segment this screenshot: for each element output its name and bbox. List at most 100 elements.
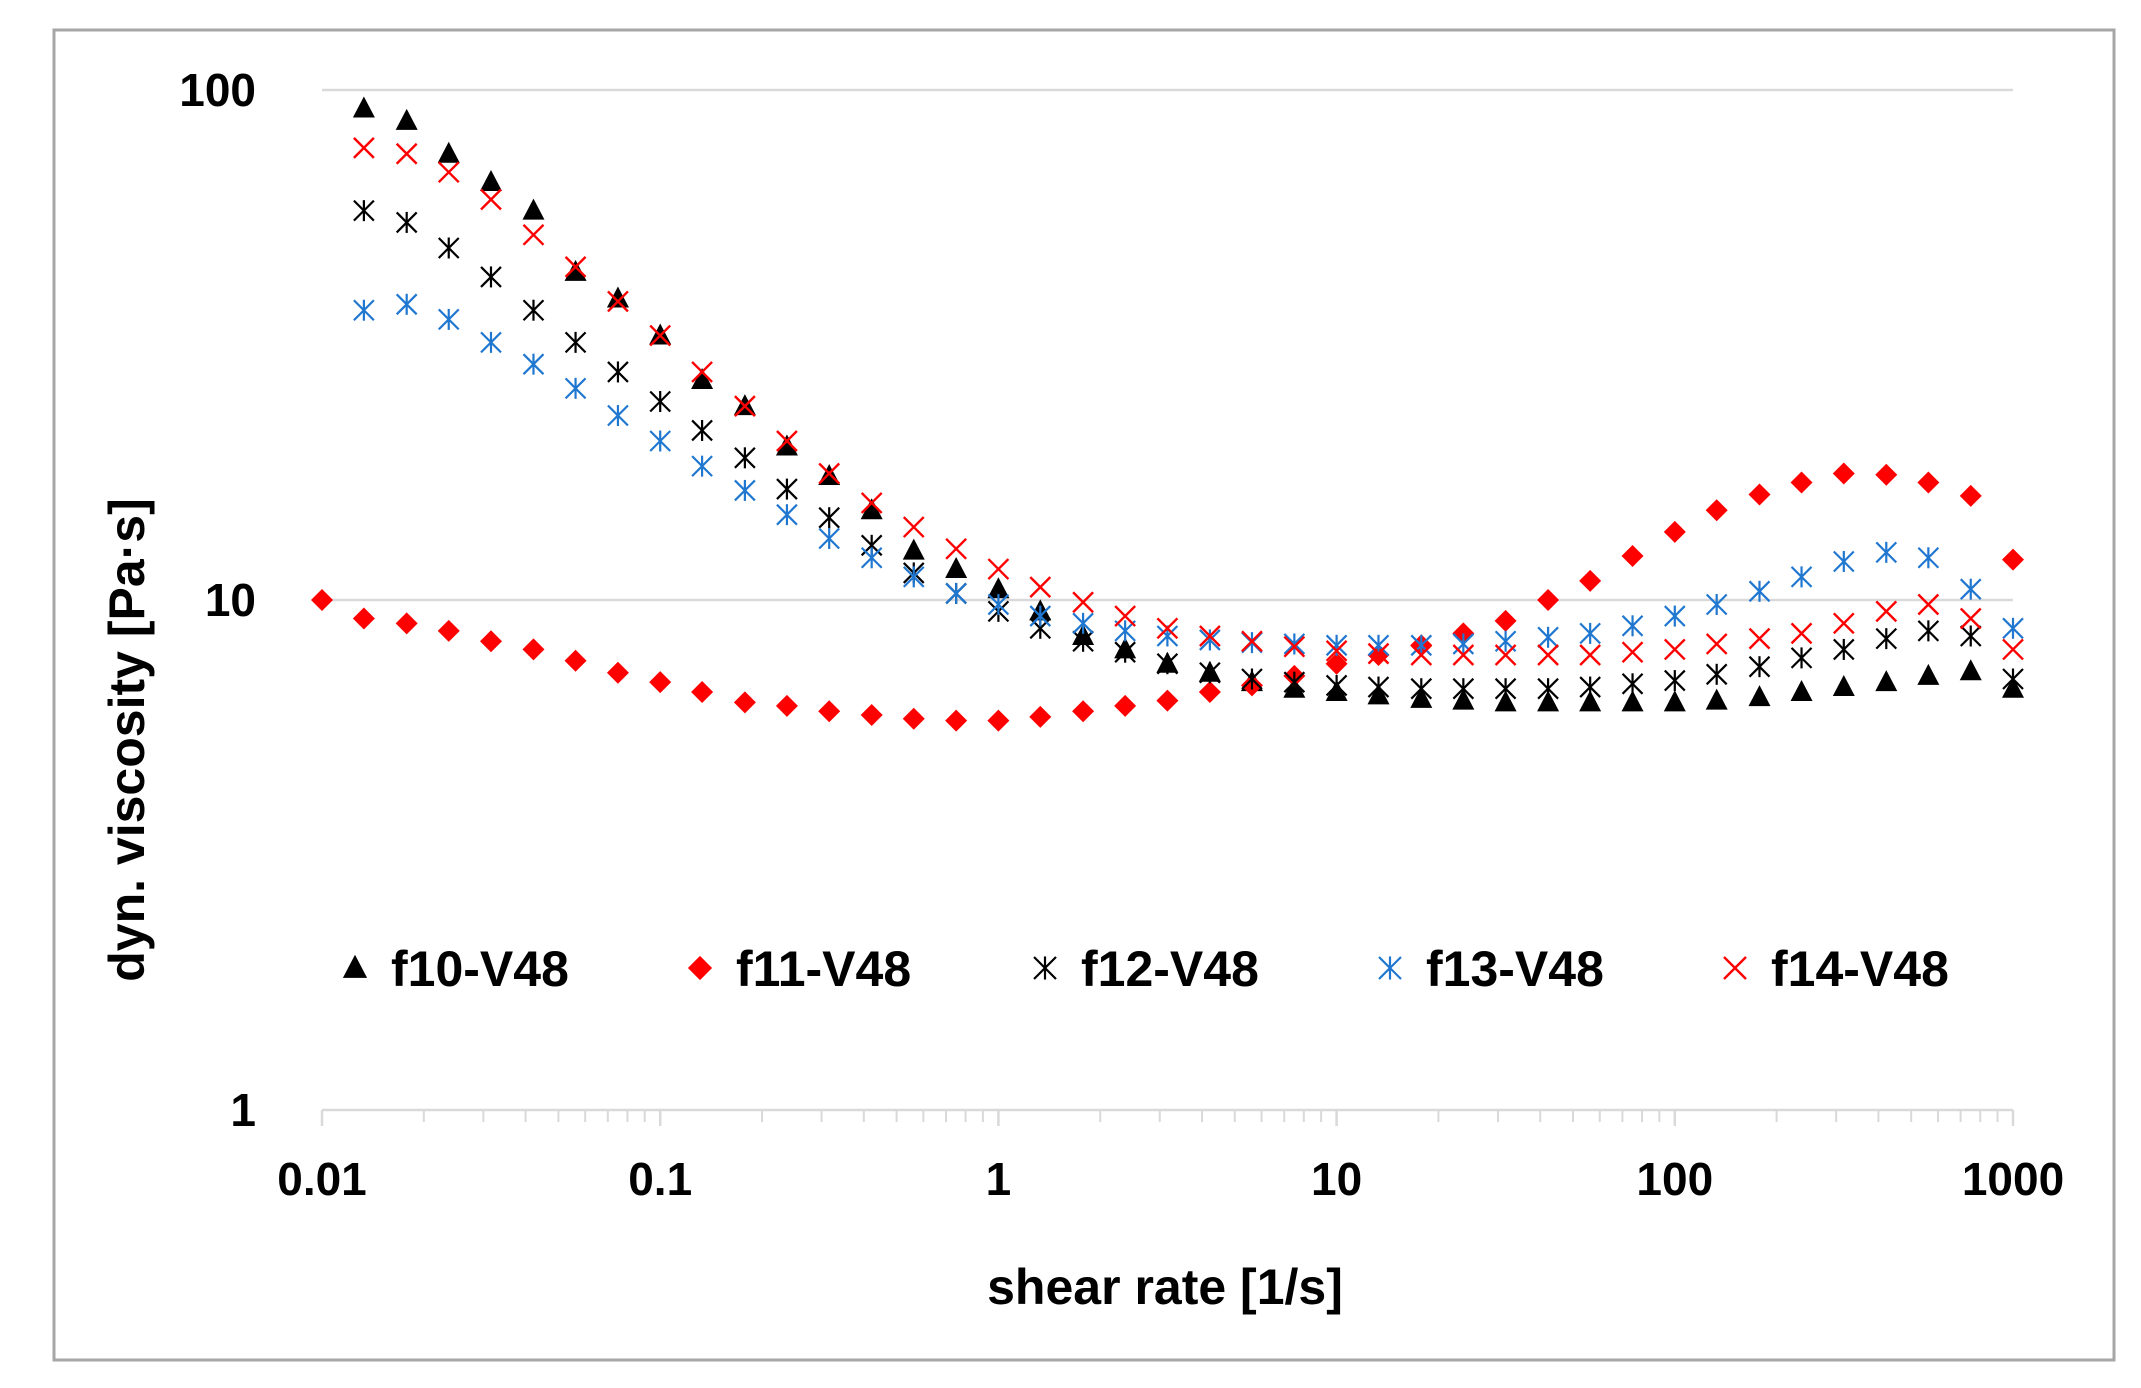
- marker-stroke: [1621, 641, 1644, 664]
- marker-stroke: [480, 188, 502, 211]
- marker-shape: [606, 286, 629, 308]
- marker-stroke: [776, 430, 798, 452]
- x-tick-label: 1: [986, 1153, 1012, 1205]
- x-axis-title: shear rate [1/s]: [987, 1259, 1343, 1315]
- marker-shape: [479, 630, 502, 653]
- data-point: [1283, 633, 1306, 655]
- marker-shape: [1959, 484, 1982, 507]
- data-point: [1790, 471, 1813, 494]
- data-point: [775, 694, 798, 717]
- marker-shape: [522, 198, 545, 220]
- marker-shape: [1959, 659, 1982, 681]
- marker-shape: [352, 607, 375, 630]
- data-point: [945, 537, 967, 560]
- data-point: [776, 430, 798, 452]
- data-point: [607, 361, 629, 383]
- data-point: [395, 211, 418, 234]
- data-point: [1832, 462, 1855, 485]
- marker-shape: [1790, 471, 1813, 494]
- marker-shape: [1579, 569, 1602, 592]
- data-point: [1917, 593, 1940, 616]
- marker-shape: [1917, 663, 1940, 685]
- data-point: [437, 141, 460, 163]
- marker-shape: [2002, 548, 2024, 571]
- grid-lines: [322, 88, 2013, 602]
- marker-stroke: [2002, 638, 2024, 661]
- data-point: [1537, 626, 1559, 649]
- marker-stroke: [1410, 644, 1433, 666]
- data-point: [1156, 617, 1179, 640]
- marker-stroke: [734, 395, 756, 417]
- data-point: [607, 290, 629, 313]
- data-point: [1029, 605, 1052, 627]
- data-point: [1748, 627, 1771, 650]
- data-point: [1325, 639, 1348, 662]
- marker-shape: [479, 170, 502, 192]
- marker-shape: [945, 709, 968, 732]
- data-point: [1790, 622, 1813, 645]
- legend: f10-V48 f11-V48 f12-V48 f13-V48 f14-V48: [342, 941, 1949, 997]
- marker-shape: [775, 694, 798, 717]
- marker-stroke: [1705, 633, 1728, 655]
- marker-stroke: [1283, 635, 1306, 658]
- marker-stroke: [1959, 607, 1982, 630]
- data-point: [1832, 675, 1855, 697]
- marker-stroke: [860, 492, 883, 514]
- marker-shape: [733, 691, 756, 714]
- marker-shape: [437, 141, 460, 163]
- data-point: [1621, 615, 1644, 637]
- data-point: [818, 462, 841, 485]
- data-point: [1959, 607, 1982, 630]
- data-point: [818, 527, 840, 550]
- marker-shape: [1494, 690, 1517, 712]
- marker-stroke: [1875, 600, 1898, 623]
- data-point: [1452, 644, 1475, 666]
- data-point: [902, 516, 925, 538]
- data-point: [1494, 609, 1517, 632]
- data-point: [437, 308, 460, 331]
- data-point: [1199, 625, 1221, 647]
- marker-stroke: [1156, 617, 1179, 640]
- data-point: [1790, 680, 1813, 702]
- data-point: [353, 137, 375, 159]
- data-point: [1833, 550, 1855, 573]
- data-point: [691, 419, 713, 442]
- data-point: [734, 447, 756, 469]
- data-point: [776, 478, 798, 500]
- legend-label: f11-V48: [736, 941, 911, 997]
- data-point: [1283, 635, 1306, 658]
- data-point: [480, 266, 502, 288]
- data-point: [902, 707, 925, 730]
- marker-stroke: [1663, 638, 1686, 661]
- data-point: [987, 577, 1010, 599]
- data-point: [1748, 483, 1771, 506]
- data-point: [1917, 471, 1940, 494]
- marker-stroke: [437, 161, 460, 184]
- legend-item: f12-V48: [1033, 941, 1259, 997]
- marker-shape: [1114, 694, 1137, 717]
- data-point: [352, 607, 375, 630]
- data-point: [1579, 569, 1602, 592]
- marker-stroke: [1579, 644, 1602, 666]
- data-point: [606, 286, 629, 308]
- data-point: [522, 353, 545, 375]
- data-point: [1705, 688, 1728, 710]
- x-tick-label: 10: [1311, 1153, 1362, 1205]
- data-point: [733, 691, 756, 714]
- marker-stroke: [1114, 605, 1136, 627]
- marker-stroke: [395, 142, 418, 165]
- chart-frame: [52, 28, 2116, 1362]
- marker-stroke: [353, 137, 375, 159]
- data-point: [395, 612, 418, 635]
- data-point: [1663, 638, 1686, 661]
- data-point: [1875, 627, 1898, 650]
- data-point: [1114, 605, 1136, 627]
- data-point: [1917, 620, 1940, 642]
- data-point: [564, 331, 587, 354]
- data-point: [1494, 644, 1517, 666]
- marker-shape: [860, 703, 883, 726]
- marker-shape: [1748, 685, 1771, 707]
- marker-shape: [775, 434, 798, 456]
- y-tick-label: 100: [179, 64, 256, 116]
- data-point: [1537, 589, 1560, 611]
